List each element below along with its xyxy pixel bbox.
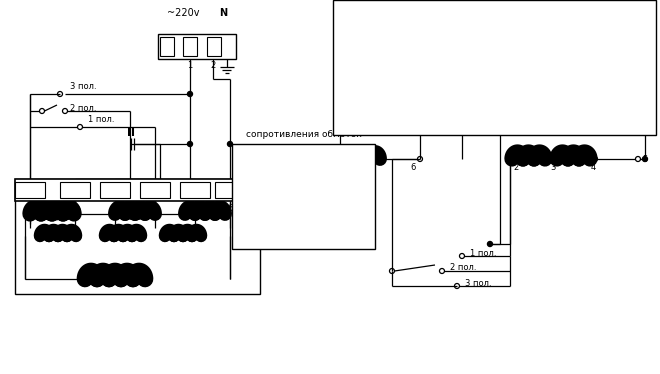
Text: 3: 3 bbox=[550, 163, 556, 172]
Text: 2: 2 bbox=[513, 163, 518, 172]
Bar bbox=[207, 37, 221, 56]
Circle shape bbox=[337, 92, 343, 96]
Bar bbox=[232, 144, 375, 249]
Text: 1 пол.: 1 пол. bbox=[88, 115, 114, 124]
Text: 1 пол.: 1 пол. bbox=[470, 248, 496, 258]
Circle shape bbox=[187, 141, 193, 147]
Text: 4: 4 bbox=[590, 163, 595, 172]
Text: 6: 6 bbox=[227, 204, 233, 213]
Text: 1: 1 bbox=[27, 204, 32, 213]
Bar bbox=[180, 182, 210, 198]
Text: ~220v: ~220v bbox=[167, 8, 199, 18]
Text: 3: 3 bbox=[112, 204, 117, 213]
Text: 2 пол.: 2 пол. bbox=[450, 264, 477, 273]
Text: 74: 74 bbox=[333, 231, 346, 241]
Text: 2: 2 bbox=[457, 27, 463, 36]
Text: III: III bbox=[418, 113, 426, 123]
Text: 4: 4 bbox=[152, 204, 158, 213]
Text: 332 ома: 332 ома bbox=[562, 44, 605, 54]
Text: 258 ом: 258 ом bbox=[565, 79, 602, 89]
Text: 5: 5 bbox=[642, 154, 647, 163]
Text: II: II bbox=[127, 128, 135, 138]
Text: 2: 2 bbox=[73, 204, 78, 213]
Bar bbox=[60, 182, 90, 198]
Bar bbox=[15, 182, 45, 198]
Bar bbox=[183, 37, 197, 56]
Text: 3 - 4: 3 - 4 bbox=[257, 205, 279, 215]
Text: положение переключателя: положение переключателя bbox=[356, 12, 488, 21]
Text: ~220v: ~220v bbox=[474, 6, 506, 16]
Text: 74: 74 bbox=[333, 178, 346, 188]
Bar bbox=[160, 37, 174, 56]
Text: 1: 1 bbox=[187, 61, 193, 70]
Bar bbox=[333, 0, 656, 135]
Bar bbox=[140, 182, 170, 198]
Circle shape bbox=[488, 242, 492, 246]
Text: 3 пол.: 3 пол. bbox=[70, 82, 96, 91]
Circle shape bbox=[642, 156, 647, 162]
Text: 5: 5 bbox=[192, 204, 197, 213]
Text: сопротивление на входе: сопротивление на входе bbox=[524, 12, 643, 21]
Text: 1: 1 bbox=[514, 27, 519, 36]
Text: 2 пол.: 2 пол. bbox=[70, 104, 96, 113]
Text: 3 пол.: 3 пол. bbox=[465, 279, 492, 288]
Text: 2: 2 bbox=[211, 61, 216, 70]
Text: 4 - 5: 4 - 5 bbox=[257, 231, 279, 241]
Bar bbox=[215, 182, 245, 198]
Text: 1 - 6: 1 - 6 bbox=[257, 152, 279, 162]
Bar bbox=[100, 182, 130, 198]
Bar bbox=[15, 179, 260, 201]
Bar bbox=[158, 34, 236, 59]
Circle shape bbox=[418, 67, 422, 71]
Text: II: II bbox=[419, 79, 425, 89]
Text: 184: 184 bbox=[330, 152, 348, 162]
Text: N: N bbox=[219, 8, 227, 18]
Text: 6: 6 bbox=[411, 163, 416, 172]
Circle shape bbox=[459, 67, 465, 71]
Circle shape bbox=[228, 141, 232, 147]
Text: 1: 1 bbox=[333, 89, 338, 98]
Text: I: I bbox=[420, 44, 424, 54]
Text: 2 - 3: 2 - 3 bbox=[257, 178, 279, 188]
Text: сопротивления обмоток: сопротивления обмоток bbox=[246, 129, 362, 138]
Text: 74: 74 bbox=[333, 205, 346, 215]
Circle shape bbox=[187, 92, 193, 96]
Bar bbox=[15, 179, 260, 294]
Text: 184 ома: 184 ома bbox=[562, 113, 605, 123]
